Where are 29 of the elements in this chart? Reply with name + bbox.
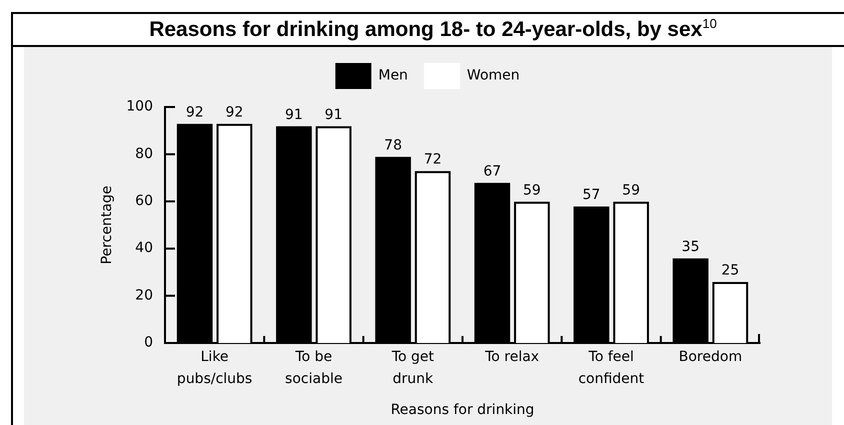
x-tick-label: To get drunk [390, 348, 435, 388]
data-label: 72 [424, 152, 442, 168]
data-label: 91 [285, 106, 303, 123]
y-tick-label: 0 [144, 334, 153, 351]
y-axis-title: Percentage [99, 186, 116, 264]
data-label: 25 [721, 262, 740, 279]
y-tick-label: 60 [135, 193, 153, 210]
data-label: 35 [682, 239, 700, 256]
y-tick-label: 20 [135, 287, 153, 304]
data-label: 92 [186, 104, 204, 121]
data-label: 57 [582, 187, 600, 204]
x-axis-title: Reasons for drinking [390, 402, 534, 418]
data-label: 78 [384, 138, 402, 154]
data-label: 59 [523, 182, 541, 198]
data-label: 59 [622, 182, 640, 198]
data-label: 67 [483, 164, 502, 180]
chart-title: Reasons for drinking among 18- to 24-year-olds, by sex$^{10}$ [13, 14, 844, 47]
legend-label: Women [466, 68, 520, 84]
x-tick-label: To be sociable [285, 348, 342, 388]
x-tick-label: To relax [484, 348, 540, 365]
data-label: 91 [324, 106, 342, 123]
x-tick-label: Like pubs/clubs [176, 348, 252, 388]
y-tick-label: 100 [126, 98, 153, 115]
data-label: 92 [226, 104, 244, 121]
y-tick-label: 80 [135, 146, 153, 162]
legend-label: Men [378, 68, 408, 84]
x-tick-label: Boredom [678, 348, 742, 365]
y-tick-label: 40 [135, 240, 153, 256]
x-tick-label: To feel confident [578, 348, 645, 388]
